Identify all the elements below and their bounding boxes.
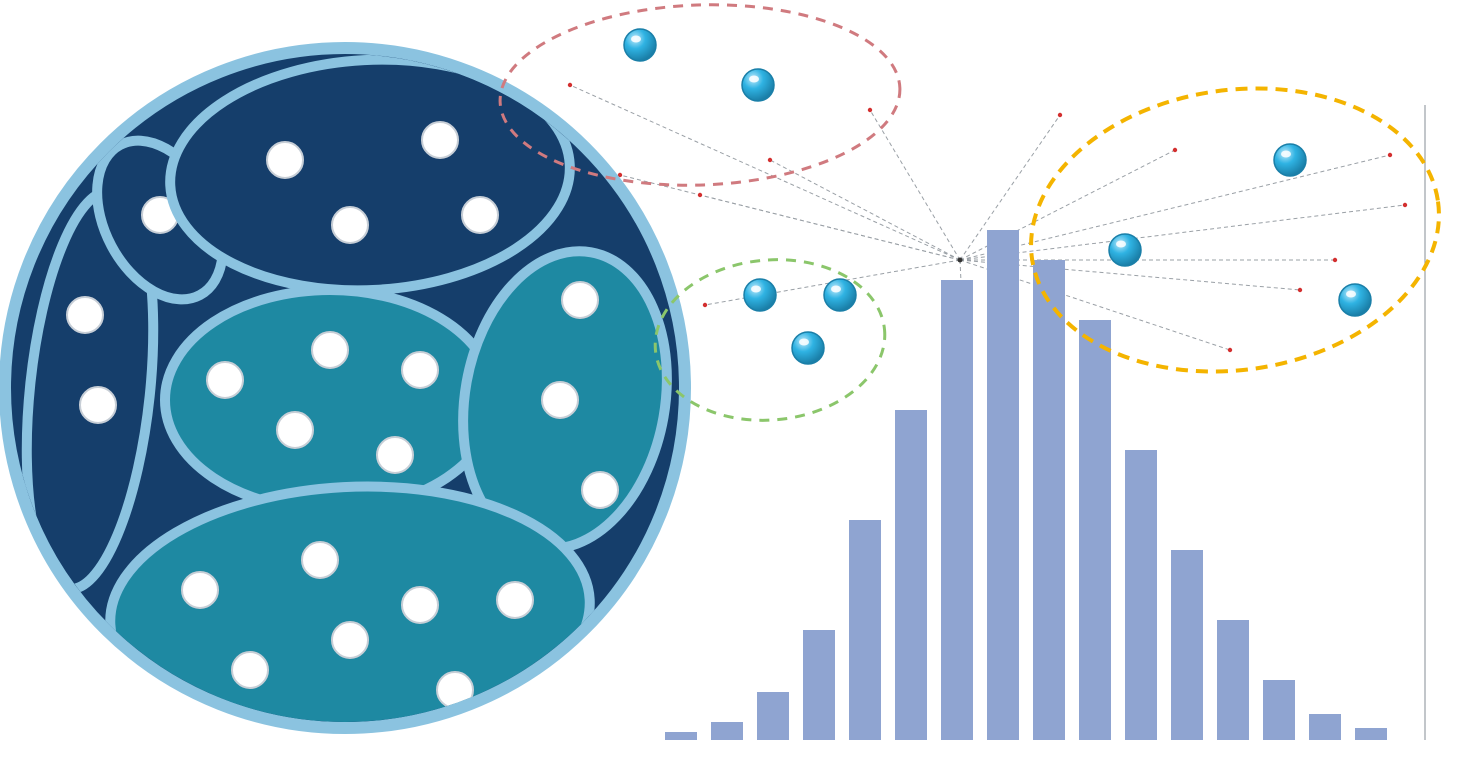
particle — [1339, 284, 1371, 316]
vesicle-dot — [80, 387, 116, 423]
histogram-bar — [941, 280, 973, 740]
vesicle-dot — [562, 282, 598, 318]
ray-endpoint — [1298, 288, 1302, 292]
ray-endpoint — [1403, 203, 1407, 207]
ray-endpoint — [568, 83, 572, 87]
vesicle-dot — [267, 142, 303, 178]
ray-endpoint — [1173, 148, 1177, 152]
vesicle-dot — [377, 437, 413, 473]
ray-line — [870, 110, 960, 260]
ray-line — [700, 195, 960, 260]
ray-endpoint — [1388, 153, 1392, 157]
histogram-bar — [849, 520, 881, 740]
histogram-bar — [1171, 550, 1203, 740]
cluster-red — [497, 0, 903, 192]
histogram-bar — [895, 410, 927, 740]
histogram-bar — [665, 732, 697, 740]
vesicle-dot — [332, 207, 368, 243]
vesicle-dot — [182, 572, 218, 608]
infographic-canvas — [0, 0, 1460, 778]
vesicle-dot — [402, 352, 438, 388]
histogram-bar — [757, 692, 789, 740]
vesicle-dot — [582, 472, 618, 508]
particle — [742, 69, 774, 101]
histogram-bar — [803, 630, 835, 740]
ray-line — [960, 205, 1405, 260]
vesicle-dot — [332, 622, 368, 658]
cell-diagram — [5, 48, 690, 749]
ray-endpoint — [698, 193, 702, 197]
particle — [1274, 144, 1306, 176]
ray-endpoint — [1058, 113, 1062, 117]
histogram-bar — [987, 230, 1019, 740]
histogram — [665, 105, 1425, 740]
ray-line — [770, 160, 960, 260]
vesicle-dot — [542, 382, 578, 418]
histogram-bar — [1217, 620, 1249, 740]
vesicle-dot — [302, 542, 338, 578]
histogram-bar — [1263, 680, 1295, 740]
vesicle — [165, 290, 495, 510]
ray-origin — [958, 258, 963, 263]
histogram-bar — [711, 722, 743, 740]
histogram-bar — [1079, 320, 1111, 740]
histogram-bar — [1355, 728, 1387, 740]
overlay — [725, 382, 793, 412]
ray-endpoint — [768, 158, 772, 162]
vesicle-dot — [497, 582, 533, 618]
redaction-box — [725, 382, 793, 412]
ray-endpoint — [868, 108, 872, 112]
ray-endpoint — [1228, 348, 1232, 352]
vesicle-dot — [277, 412, 313, 448]
vesicle-dot — [422, 122, 458, 158]
histogram-bar — [1309, 714, 1341, 740]
particle — [824, 279, 856, 311]
histogram-bar — [1125, 450, 1157, 740]
vesicle-dot — [232, 652, 268, 688]
ray-line — [960, 155, 1390, 260]
vesicle-dot — [402, 587, 438, 623]
particle — [792, 332, 824, 364]
vesicle-dot — [207, 362, 243, 398]
particle — [744, 279, 776, 311]
vesicle-dot — [67, 297, 103, 333]
histogram-bar — [1033, 260, 1065, 740]
particle — [624, 29, 656, 61]
ray-endpoint — [703, 303, 707, 307]
vesicle-dot — [312, 332, 348, 368]
ray-endpoint — [1333, 258, 1337, 262]
vesicle-dot — [462, 197, 498, 233]
particle — [1109, 234, 1141, 266]
